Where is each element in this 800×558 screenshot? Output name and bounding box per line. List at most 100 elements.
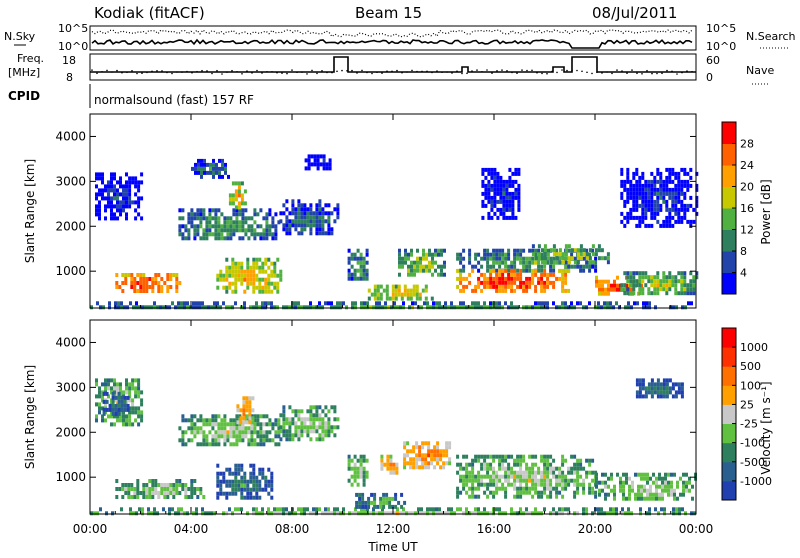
velocity-echo-cell xyxy=(124,487,128,491)
velocity-echo-cell xyxy=(148,479,152,483)
velocity-echo-cell xyxy=(519,470,523,475)
power-echo-cell xyxy=(241,220,245,225)
velocity-echo-cell xyxy=(552,474,556,479)
power-echo-cell xyxy=(228,265,232,270)
power-echo-cell xyxy=(194,162,197,167)
power-echo-cell xyxy=(403,288,407,293)
power-echo-cell xyxy=(638,275,642,280)
power-echo-cell xyxy=(218,166,221,171)
velocity-echo-cell xyxy=(121,495,125,499)
power-echo-cell xyxy=(276,289,280,294)
nave-dot xyxy=(251,72,253,74)
velocity-echo-cell xyxy=(255,491,259,496)
velocity-echo-cell xyxy=(613,484,616,489)
velocity-echo-cell xyxy=(582,490,586,495)
velocity-echo-cell xyxy=(604,496,607,501)
velocity-echo-cell xyxy=(372,507,375,512)
power-echo-cell xyxy=(487,179,491,184)
velocity-echo-cell xyxy=(489,462,493,467)
power-echo-cell xyxy=(636,301,639,306)
velocity-echo-cell xyxy=(613,488,616,493)
power-echo-cell xyxy=(175,289,179,293)
velocity-echo-cell xyxy=(232,442,236,447)
velocity-echo-cell xyxy=(679,492,682,497)
power-echo-cell xyxy=(271,236,275,241)
power-echo-cell xyxy=(625,283,628,288)
velocity-echo-cell xyxy=(471,458,475,463)
velocity-echo-cell xyxy=(357,511,360,516)
velocity-echo-cell xyxy=(543,478,547,483)
velocity-echo-cell xyxy=(411,511,414,516)
velocity-echo-cell xyxy=(510,466,514,471)
velocity-echo-cell xyxy=(369,511,372,516)
velocity-echo-cell xyxy=(546,462,550,467)
power-echo-cell xyxy=(671,203,675,208)
power-echo-cell xyxy=(671,171,675,176)
power-echo-cell xyxy=(246,257,250,262)
power-echo-cell xyxy=(595,279,598,284)
nave-series xyxy=(91,69,693,75)
velocity-echo-cell xyxy=(101,382,104,387)
power-echo-cell xyxy=(435,301,438,306)
power-echo-cell xyxy=(644,215,648,220)
velocity-echo-cell xyxy=(140,414,144,419)
velocity-echo-cell xyxy=(415,457,419,462)
velocity-echo-cell xyxy=(184,487,188,491)
power-echo-cell xyxy=(110,196,113,201)
power-echo-cell xyxy=(543,264,547,269)
power-echo-cell xyxy=(273,281,277,286)
velocity-echo-cell xyxy=(306,409,310,414)
velocity-echo-cell xyxy=(251,396,255,401)
velocity-echo-cell xyxy=(607,492,610,497)
velocity-echo-cell xyxy=(139,491,143,495)
power-echo-cell xyxy=(613,287,616,292)
velocity-echo-cell xyxy=(595,476,598,481)
velocity-echo-cell xyxy=(489,511,492,516)
power-echo-cell xyxy=(388,296,392,301)
power-echo-cell xyxy=(241,208,245,213)
velocity-echo-cell xyxy=(641,378,645,383)
power-echo-cell xyxy=(148,277,152,281)
power-echo-cell xyxy=(262,228,266,233)
velocity-echo-cell xyxy=(190,491,194,495)
power-echo-cell xyxy=(573,305,576,310)
velocity-echo-cell xyxy=(217,430,221,435)
power-echo-cell xyxy=(607,279,610,284)
power-echo-cell xyxy=(576,264,580,269)
power-echo-cell xyxy=(130,273,134,277)
velocity-echo-cell xyxy=(122,410,125,415)
power-echo-cell xyxy=(229,216,233,221)
velocity-echo-cell xyxy=(245,400,249,405)
velocity-echo-cell xyxy=(214,430,218,435)
power-echo-cell xyxy=(665,179,669,184)
velocity-echo-cell xyxy=(315,437,319,442)
power-echo-cell xyxy=(193,232,197,237)
power-echo-cell xyxy=(110,172,113,177)
power-echo-cell xyxy=(600,256,604,261)
power-echo-cell xyxy=(638,283,642,288)
velocity-echo-cell xyxy=(421,457,425,462)
power-echo-cell xyxy=(277,220,281,225)
power-echo-cell xyxy=(252,285,256,290)
velocity-echo-cell xyxy=(498,454,502,459)
velocity-echo-cell xyxy=(204,511,207,516)
power-echo-cell xyxy=(303,227,307,232)
velocity-echo-cell xyxy=(652,496,655,501)
velocity-echo-cell xyxy=(667,472,670,477)
power-echo-cell xyxy=(653,291,657,296)
power-echo-cell xyxy=(330,211,334,216)
velocity-echo-cell xyxy=(656,382,660,387)
power-echo-cell xyxy=(318,203,322,208)
nave-dot xyxy=(346,70,348,72)
velocity-echo-cell xyxy=(276,507,279,512)
power-echo-cell xyxy=(211,208,215,213)
power-echo-cell xyxy=(662,283,666,288)
freq-series xyxy=(90,56,696,73)
power-echo-cell xyxy=(241,212,245,217)
velocity-echo-cell xyxy=(391,504,395,509)
velocity-echo-cell xyxy=(647,390,651,395)
velocity-echo-cell xyxy=(685,472,688,477)
nave-dot xyxy=(171,72,173,75)
power-echo-cell xyxy=(264,277,268,282)
velocity-echo-cell xyxy=(95,418,98,423)
